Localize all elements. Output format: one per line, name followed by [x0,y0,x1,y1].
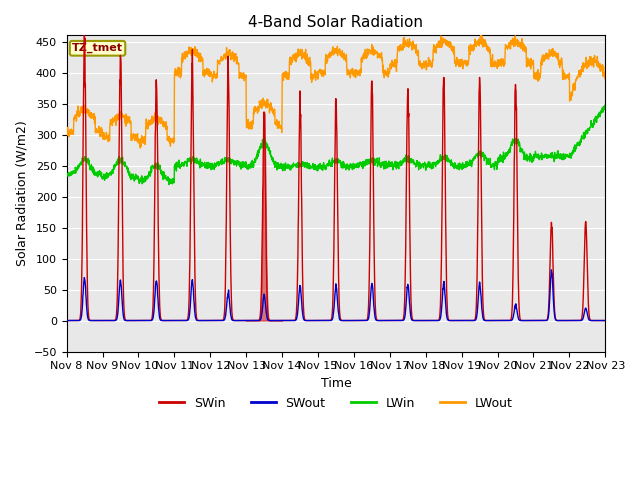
Text: TZ_tmet: TZ_tmet [72,43,123,53]
X-axis label: Time: Time [321,377,351,390]
Legend: SWin, SWout, LWin, LWout: SWin, SWout, LWin, LWout [154,392,518,415]
Y-axis label: Solar Radiation (W/m2): Solar Radiation (W/m2) [15,120,28,266]
Title: 4-Band Solar Radiation: 4-Band Solar Radiation [248,15,424,30]
